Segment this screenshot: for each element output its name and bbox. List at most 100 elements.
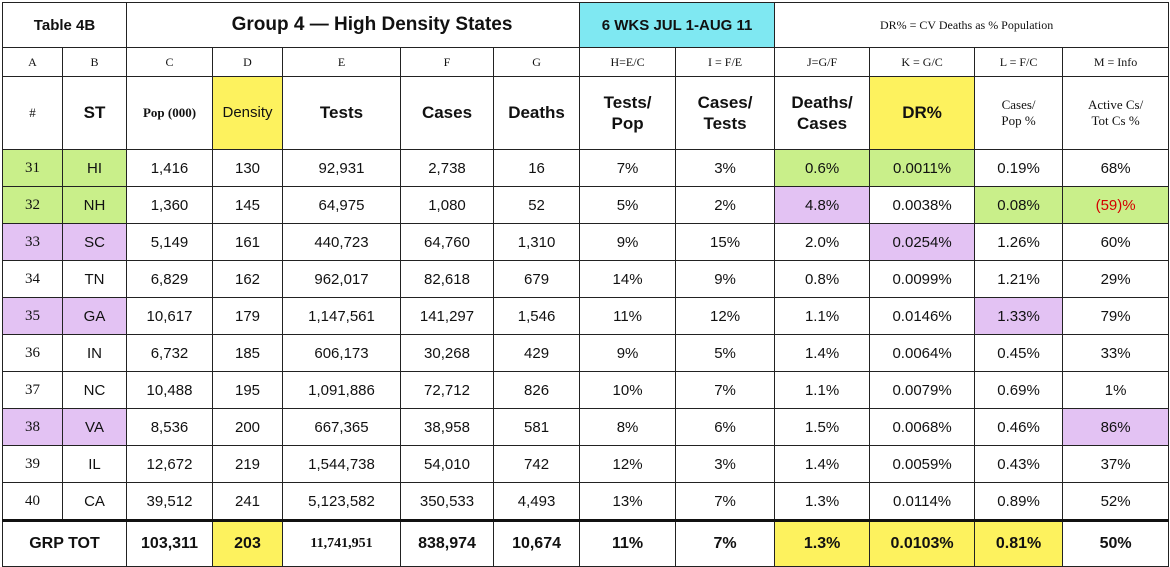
active-cases-pct: 52% bbox=[1062, 482, 1170, 521]
cases: 350,533 bbox=[400, 482, 494, 521]
table-row: 33 SC 5,149 161 440,723 64,760 1,310 9% … bbox=[2, 223, 1170, 261]
header-tests: Tests bbox=[282, 76, 401, 150]
cases-per-pop: 1.33% bbox=[974, 297, 1064, 335]
row-number: 37 bbox=[2, 371, 63, 409]
col-letter: G bbox=[492, 47, 581, 77]
active-cases-pct: 29% bbox=[1062, 260, 1170, 298]
total-density: 203 bbox=[212, 519, 283, 567]
header-dr-percent: DR% bbox=[869, 76, 976, 150]
deaths: 742 bbox=[492, 445, 581, 483]
state-code: SC bbox=[62, 223, 127, 261]
death-rate: 0.0059% bbox=[869, 445, 976, 483]
deaths: 679 bbox=[492, 260, 581, 298]
active-cases-pct: 79% bbox=[1062, 297, 1170, 335]
death-rate: 0.0114% bbox=[869, 482, 976, 521]
cases-per-pop: 0.19% bbox=[974, 149, 1064, 187]
row-number: 35 bbox=[2, 297, 63, 335]
table-row: 39 IL 12,672 219 1,544,738 54,010 742 12… bbox=[2, 445, 1170, 483]
header-tests-pop: Tests/Pop bbox=[579, 76, 677, 150]
cases-per-pop: 1.21% bbox=[974, 260, 1064, 298]
col-letter: C bbox=[126, 47, 213, 77]
deaths: 16 bbox=[492, 149, 581, 187]
population: 10,617 bbox=[126, 297, 213, 335]
density: 185 bbox=[212, 334, 283, 372]
row-number: 34 bbox=[2, 260, 63, 298]
cases-per-pop: 0.89% bbox=[974, 482, 1064, 521]
deaths: 1,310 bbox=[492, 223, 581, 261]
total-tests: 11,741,951 bbox=[282, 519, 401, 567]
col-letter: H=E/C bbox=[579, 47, 677, 77]
death-rate: 0.0146% bbox=[869, 297, 976, 335]
state-code: IN bbox=[62, 334, 127, 372]
state-code: CA bbox=[62, 482, 127, 521]
deaths-per-cases: 4.8% bbox=[774, 186, 871, 224]
cases-per-tests: 7% bbox=[675, 371, 776, 409]
header-active-cases: Active Cs/Tot Cs % bbox=[1062, 76, 1170, 150]
death-rate: 0.0064% bbox=[869, 334, 976, 372]
density: 195 bbox=[212, 371, 283, 409]
header-deaths-cases: Deaths/Cases bbox=[774, 76, 871, 150]
active-cases-pct: 60% bbox=[1062, 223, 1170, 261]
active-cases-pct: 37% bbox=[1062, 445, 1170, 483]
table-row: 34 TN 6,829 162 962,017 82,618 679 14% 9… bbox=[2, 260, 1170, 298]
cases: 1,080 bbox=[400, 186, 494, 224]
deaths: 4,493 bbox=[492, 482, 581, 521]
tests: 667,365 bbox=[282, 408, 401, 446]
population: 39,512 bbox=[126, 482, 213, 521]
cases: 2,738 bbox=[400, 149, 494, 187]
tests-per-pop: 7% bbox=[579, 149, 677, 187]
tests: 5,123,582 bbox=[282, 482, 401, 521]
tests-per-pop: 9% bbox=[579, 334, 677, 372]
table-row: 38 VA 8,536 200 667,365 38,958 581 8% 6%… bbox=[2, 408, 1170, 446]
active-cases-pct: 1% bbox=[1062, 371, 1170, 409]
death-rate: 0.0254% bbox=[869, 223, 976, 261]
active-cases-pct: 33% bbox=[1062, 334, 1170, 372]
row-number: 32 bbox=[2, 186, 63, 224]
cases-per-tests: 2% bbox=[675, 186, 776, 224]
cases-per-tests: 7% bbox=[675, 482, 776, 521]
col-letter: M = Info bbox=[1062, 47, 1170, 77]
tests-per-pop: 10% bbox=[579, 371, 677, 409]
deaths: 826 bbox=[492, 371, 581, 409]
state-code: NC bbox=[62, 371, 127, 409]
col-letter: D bbox=[212, 47, 283, 77]
table-row: 31 HI 1,416 130 92,931 2,738 16 7% 3% 0.… bbox=[2, 149, 1170, 187]
death-rate: 0.0079% bbox=[869, 371, 976, 409]
row-number: 38 bbox=[2, 408, 63, 446]
deaths: 581 bbox=[492, 408, 581, 446]
tests-per-pop: 14% bbox=[579, 260, 677, 298]
tests-per-pop: 5% bbox=[579, 186, 677, 224]
dr-note: DR% = CV Deaths as % Population bbox=[774, 2, 1170, 48]
total-population: 103,311 bbox=[126, 519, 213, 567]
cases-per-pop: 0.45% bbox=[974, 334, 1064, 372]
deaths-per-cases: 1.3% bbox=[774, 482, 871, 521]
col-letter: A bbox=[2, 47, 63, 77]
cases-per-pop: 0.43% bbox=[974, 445, 1064, 483]
deaths-per-cases: 1.4% bbox=[774, 334, 871, 372]
table-row: 40 CA 39,512 241 5,123,582 350,533 4,493… bbox=[2, 482, 1170, 521]
cases: 82,618 bbox=[400, 260, 494, 298]
total-tests-per-pop: 11% bbox=[579, 519, 677, 567]
col-letter: F bbox=[400, 47, 494, 77]
column-header-row: # ST Pop (000) Density Tests Cases Death… bbox=[2, 76, 1170, 150]
state-code: HI bbox=[62, 149, 127, 187]
cases-per-pop: 1.26% bbox=[974, 223, 1064, 261]
state-code: VA bbox=[62, 408, 127, 446]
table-label: Table 4B bbox=[2, 2, 127, 48]
tests: 962,017 bbox=[282, 260, 401, 298]
population: 6,732 bbox=[126, 334, 213, 372]
total-deaths: 10,674 bbox=[492, 519, 581, 567]
death-rate: 0.0099% bbox=[869, 260, 976, 298]
header-population: Pop (000) bbox=[126, 76, 213, 150]
deaths-per-cases: 1.5% bbox=[774, 408, 871, 446]
row-number: 31 bbox=[2, 149, 63, 187]
header-density: Density bbox=[212, 76, 283, 150]
density: 200 bbox=[212, 408, 283, 446]
deaths: 52 bbox=[492, 186, 581, 224]
tests-per-pop: 11% bbox=[579, 297, 677, 335]
cases-per-pop: 0.46% bbox=[974, 408, 1064, 446]
tests: 1,544,738 bbox=[282, 445, 401, 483]
date-range: 6 WKS JUL 1-AUG 11 bbox=[579, 2, 776, 48]
deaths-per-cases: 1.4% bbox=[774, 445, 871, 483]
total-cases-per-pop: 0.81% bbox=[974, 519, 1064, 567]
